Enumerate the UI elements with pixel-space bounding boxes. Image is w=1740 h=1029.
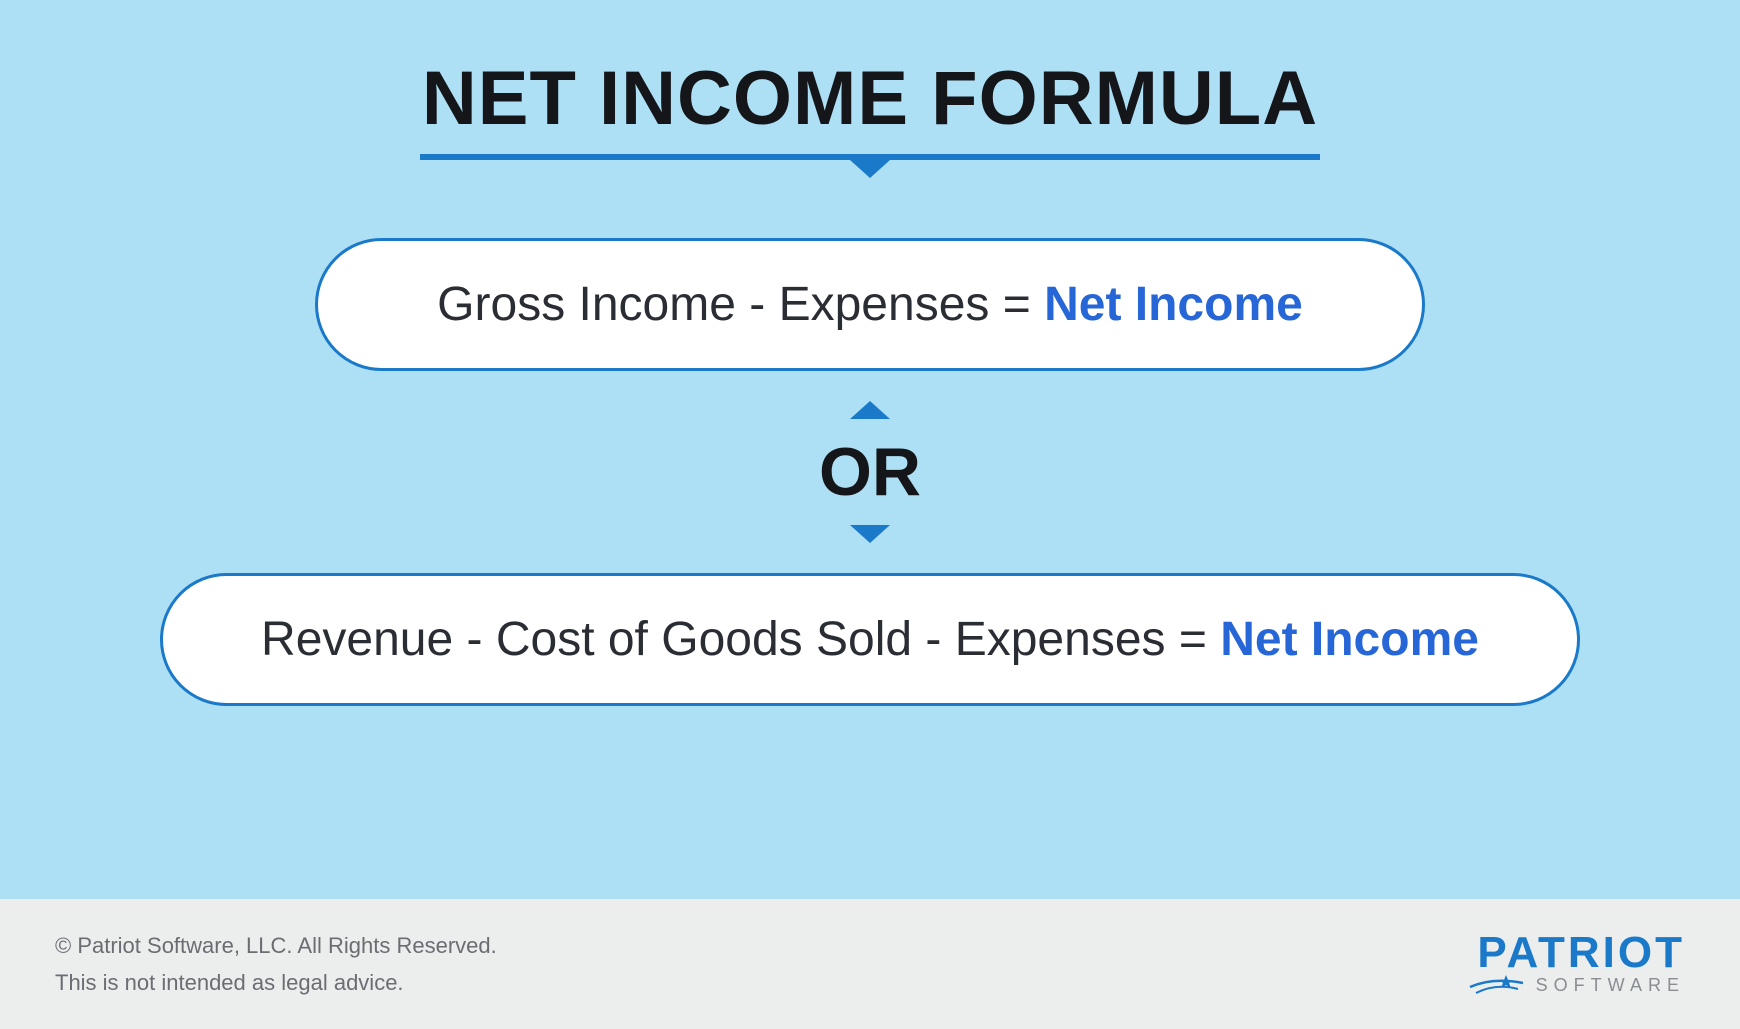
disclaimer-text: This is not intended as legal advice. (55, 964, 497, 1001)
page-title: NET INCOME FORMULA (422, 55, 1318, 142)
formula-box-1: Gross Income - Expenses = Net Income (315, 238, 1425, 371)
chevron-down-icon (850, 525, 890, 543)
formula-1-result: Net Income (1044, 278, 1303, 331)
footer-text: © Patriot Software, LLC. All Rights Rese… (55, 927, 497, 1002)
logo-main-text: PATRIOT (1477, 931, 1685, 975)
formula-2-result: Net Income (1220, 613, 1479, 666)
formula-box-2: Revenue - Cost of Goods Sold - Expenses … (160, 573, 1580, 706)
copyright-text: © Patriot Software, LLC. All Rights Rese… (55, 927, 497, 964)
footer: © Patriot Software, LLC. All Rights Rese… (0, 899, 1740, 1029)
title-underline (420, 154, 1320, 160)
patriot-logo: PATRIOT SOFTWARE (1468, 931, 1685, 997)
or-divider: OR (819, 401, 921, 543)
chevron-down-icon (850, 160, 890, 178)
chevron-up-icon (850, 401, 890, 419)
logo-sub-text: SOFTWARE (1536, 975, 1685, 996)
infographic-main: NET INCOME FORMULA Gross Income - Expens… (0, 0, 1740, 899)
logo-sub-row: SOFTWARE (1468, 973, 1685, 997)
star-swoosh-icon (1468, 973, 1528, 997)
formula-1-prefix: Gross Income - Expenses = (437, 278, 1044, 331)
or-label: OR (819, 433, 921, 511)
formula-2-prefix: Revenue - Cost of Goods Sold - Expenses … (261, 613, 1220, 666)
